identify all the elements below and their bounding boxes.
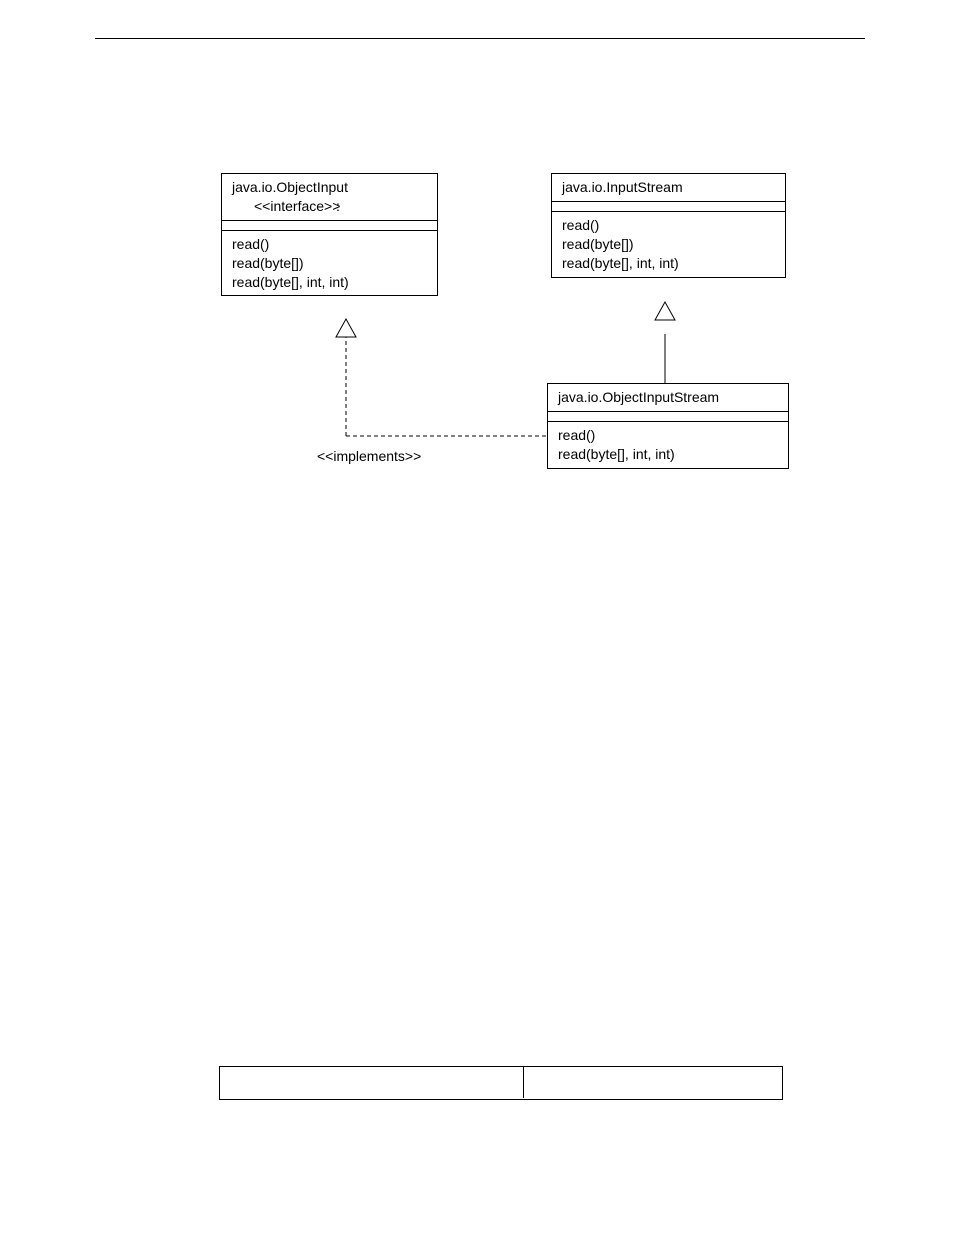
- uml-class-object-input: java.io.ObjectInput <<interface>>: read(…: [221, 173, 438, 296]
- realization-arrowhead-icon: [336, 319, 356, 337]
- uml-class-title: java.io.ObjectInputStream: [548, 384, 788, 412]
- uml-attributes-compartment: [222, 221, 437, 231]
- uml-class-object-input-stream: java.io.ObjectInputStream read() read(by…: [547, 383, 789, 469]
- uml-attributes-compartment: [548, 412, 788, 422]
- uml-methods-compartment: read() read(byte[], int, int): [548, 422, 788, 468]
- uml-attributes-compartment: [552, 202, 785, 212]
- implements-label: <<implements>>: [317, 448, 421, 464]
- method-text: read(): [558, 426, 778, 445]
- inheritance-arrowhead-icon: [655, 302, 675, 320]
- uml-methods-compartment: read() read(byte[]) read(byte[], int, in…: [222, 231, 437, 296]
- method-text: read(): [562, 216, 775, 235]
- uml-methods-compartment: read() read(byte[]) read(byte[], int, in…: [552, 212, 785, 277]
- bottom-table-divider: [523, 1066, 524, 1098]
- uml-class-title: java.io.ObjectInput <<interface>>:: [222, 174, 437, 221]
- method-text: read(byte[], int, int): [558, 445, 778, 464]
- connector-layer: [0, 0, 954, 600]
- method-text: read(byte[], int, int): [232, 273, 427, 292]
- method-text: read(byte[], int, int): [562, 254, 775, 273]
- stereotype-text: <<interface>>:: [232, 197, 427, 216]
- class-name-text: java.io.InputStream: [562, 178, 775, 197]
- page-top-border: [95, 38, 865, 39]
- uml-class-title: java.io.InputStream: [552, 174, 785, 202]
- uml-class-input-stream: java.io.InputStream read() read(byte[]) …: [551, 173, 786, 278]
- bottom-table: [219, 1066, 783, 1100]
- method-text: read(byte[]): [562, 235, 775, 254]
- method-text: read(byte[]): [232, 254, 427, 273]
- class-name-text: java.io.ObjectInput: [232, 178, 427, 197]
- method-text: read(): [232, 235, 427, 254]
- class-name-text: java.io.ObjectInputStream: [558, 388, 778, 407]
